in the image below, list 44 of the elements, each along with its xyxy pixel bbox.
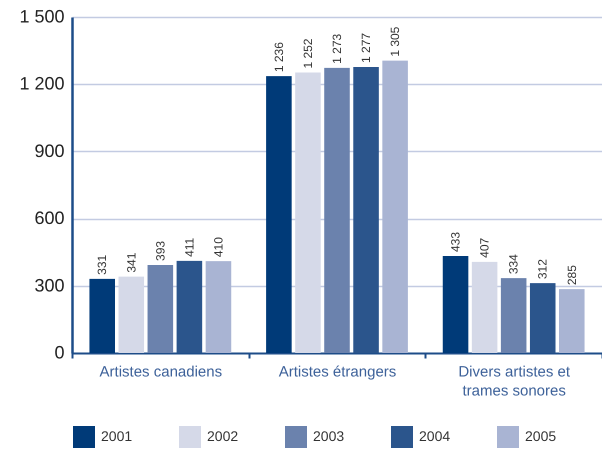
y-tick-label: 0 (54, 342, 64, 362)
data-label: 312 (536, 258, 550, 280)
bar (353, 66, 379, 353)
bar (266, 76, 292, 353)
x-tick-label: Artistes canadiens (100, 364, 222, 380)
bar (472, 262, 498, 353)
data-label: 393 (153, 240, 168, 261)
y-tick-label: 300 (34, 275, 64, 296)
data-label: 1 277 (359, 32, 374, 63)
bar (295, 72, 321, 353)
data-label: 410 (211, 236, 226, 258)
bar (500, 278, 526, 353)
bar (382, 60, 408, 353)
legend-label: 2004 (419, 428, 450, 444)
y-tick-label: 900 (34, 140, 64, 161)
bar (118, 276, 144, 353)
data-label: 407 (478, 237, 492, 258)
bar (558, 289, 585, 353)
legend-label: 2002 (207, 428, 238, 444)
bar (89, 278, 116, 353)
data-label: 411 (182, 237, 196, 257)
data-label: 331 (95, 254, 110, 275)
bar (442, 256, 468, 353)
y-tick-label: 1 200 (19, 74, 64, 94)
legend-label: 2005 (525, 428, 556, 444)
data-label: 1 273 (330, 33, 344, 64)
data-label: 285 (564, 264, 579, 286)
bar (206, 261, 232, 353)
y-tick-label: 1 500 (19, 6, 64, 26)
data-label: 1 305 (388, 26, 402, 57)
data-label: 341 (124, 252, 138, 273)
legend-label: 2001 (101, 428, 132, 444)
bar (530, 283, 556, 353)
legend-label: 2003 (313, 428, 344, 444)
data-label: 1 236 (272, 42, 286, 72)
data-label: 433 (448, 232, 463, 252)
bar (324, 68, 350, 353)
x-tick-label: Divers artistes et trames sonores (458, 364, 571, 400)
y-tick-label: 600 (34, 208, 64, 228)
data-label: 334 (506, 254, 521, 274)
x-tick-label: Artistes étrangers (278, 364, 396, 380)
bar (176, 260, 202, 353)
data-label: 1 252 (300, 38, 315, 69)
bar (148, 264, 174, 353)
